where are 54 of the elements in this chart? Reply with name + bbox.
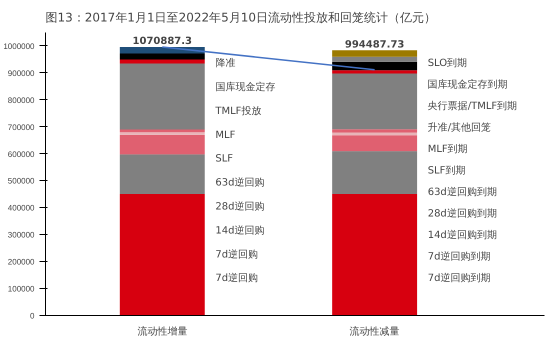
annotation: 1070887.3 (132, 36, 192, 48)
annotation: 14d逆回购到期 (428, 229, 497, 242)
bar (332, 50, 418, 57)
y-tick-label: 300000 (8, 230, 36, 240)
bar (120, 134, 205, 154)
annotation: SLO到期 (428, 57, 468, 70)
annotation: MLF (215, 130, 236, 141)
annotation: 7d逆回购到期 (428, 272, 490, 284)
y-tick-label: 200000 (8, 258, 36, 267)
bar (120, 194, 205, 316)
y-tick-label: 800000 (8, 96, 36, 105)
y-tick-label: 400000 (8, 204, 36, 213)
y-tick-label: 700000 (8, 122, 36, 132)
annotation: 63d逆回购到期 (428, 186, 497, 198)
x-tick-label: 流动性减量 (350, 326, 400, 338)
annotation: 降准 (215, 57, 236, 70)
annotation: 国库现金定存 (215, 81, 276, 94)
annotation: 28d逆回购到期 (428, 208, 497, 220)
annotation: 7d逆回购到期 (428, 250, 490, 263)
annotation: 央行票据/TMLF到期 (428, 100, 518, 112)
annotation: TMLF投放 (214, 104, 262, 117)
bar (120, 63, 205, 130)
y-tick-label: 600000 (8, 150, 36, 159)
annotation: 14d逆回购 (215, 224, 264, 236)
bar (332, 194, 418, 316)
annotation: 7d逆回购 (215, 272, 258, 284)
y-tick-label: 0 (30, 312, 36, 320)
annotation: 7d逆回购 (215, 248, 258, 260)
bar (332, 70, 418, 74)
annotation: 28d逆回购 (215, 200, 264, 213)
annotation: MLF到期 (428, 143, 468, 156)
chart-title: 图13：2017年1月1日至2022年5月10日流动性投放和回笼统计（亿元） (46, 10, 436, 24)
bar (120, 130, 205, 132)
y-tick-label: 900000 (8, 68, 36, 78)
annotation: 994487.73 (344, 39, 404, 50)
annotation: SLF (215, 154, 234, 165)
annotation: 63d逆回购 (215, 176, 264, 189)
bar (332, 132, 418, 136)
bar (332, 73, 418, 130)
y-tick-label: 100000 (8, 284, 36, 294)
bar (120, 154, 205, 194)
bar (332, 129, 418, 132)
annotation: 国库现金定存到期 (428, 78, 508, 91)
x-tick-label: 流动性增量 (137, 326, 188, 338)
bar (120, 132, 205, 135)
annotation: SLF到期 (428, 164, 466, 177)
bar (332, 151, 418, 194)
bar (332, 135, 418, 152)
y-tick-label: 500000 (8, 176, 36, 186)
annotation: 升准/其他回笼 (428, 122, 492, 134)
bar (120, 54, 205, 60)
y-tick-label: 1000000 (3, 42, 36, 51)
bar (120, 59, 205, 64)
bar (332, 56, 418, 62)
